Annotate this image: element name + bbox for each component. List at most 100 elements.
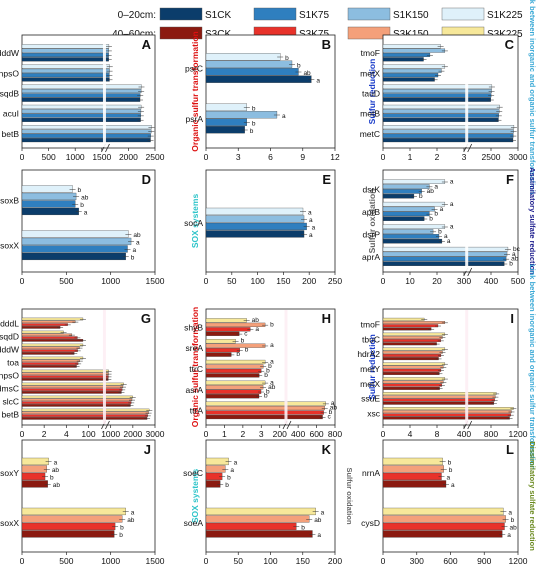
- x-tick-label: 20: [432, 276, 442, 286]
- category-label: sreA: [186, 343, 204, 353]
- bar: [21, 93, 141, 98]
- x-tick-label: 100: [263, 556, 277, 566]
- bar: [21, 356, 84, 360]
- significance-letter: b: [264, 372, 268, 379]
- bar: [382, 365, 444, 369]
- bar: [382, 251, 508, 257]
- panel-letter: I: [510, 311, 514, 326]
- bar: [382, 350, 443, 354]
- category-label: metY: [360, 364, 380, 374]
- panel-letter: H: [322, 311, 331, 326]
- bar: [382, 416, 510, 420]
- bar: [382, 457, 443, 466]
- significance-letter: a: [282, 113, 286, 120]
- panel-letter: B: [322, 37, 331, 52]
- x-tick-label: 0: [20, 152, 25, 162]
- bar: [21, 52, 109, 57]
- x-tick-label: 1: [222, 429, 227, 439]
- bar: [21, 385, 124, 389]
- bar: [21, 245, 128, 253]
- significance-letter: ab: [53, 482, 61, 489]
- significance-letter: a: [270, 342, 274, 349]
- x-tick-label: 200: [273, 429, 287, 439]
- bar: [382, 229, 434, 234]
- significance-letter: b: [50, 475, 54, 482]
- bar: [205, 394, 260, 399]
- bar: [382, 113, 499, 118]
- panel-letter: D: [142, 172, 151, 187]
- bar: [205, 405, 325, 411]
- bar: [382, 193, 415, 199]
- bar: [21, 89, 142, 94]
- axis-break-gap: [102, 310, 106, 424]
- x-tick-label: 8: [435, 429, 440, 439]
- significance-letter: ab: [303, 70, 311, 77]
- axis-break-gap: [465, 171, 469, 271]
- bar: [382, 407, 514, 410]
- bar: [21, 333, 73, 337]
- significance-letter: b: [252, 120, 256, 127]
- bar: [382, 362, 446, 366]
- bar: [382, 377, 446, 381]
- bar: [21, 133, 151, 138]
- category-label: nrnA: [362, 468, 380, 478]
- bar: [21, 336, 78, 339]
- bar: [205, 327, 251, 332]
- x-tick-label: 6: [268, 152, 273, 162]
- x-tick-label: 500: [42, 152, 56, 162]
- bar: [21, 388, 123, 391]
- bar: [21, 237, 132, 246]
- bar: [382, 515, 506, 523]
- significance-letter: ab: [511, 256, 519, 263]
- significance-letter: ab: [314, 517, 322, 524]
- x-tick-label: 1000: [101, 276, 120, 286]
- category-label: metX: [360, 379, 380, 389]
- bar: [382, 335, 443, 339]
- axis-break-gap: [284, 310, 288, 424]
- x-tick-label: 400: [291, 429, 305, 439]
- bar: [21, 207, 79, 216]
- category-label: hdrA2: [357, 349, 380, 359]
- category-label: betB: [2, 410, 20, 420]
- x-tick-label: 2500: [482, 152, 501, 162]
- category-label: asrA: [186, 385, 204, 395]
- bar: [205, 230, 305, 238]
- bar: [382, 216, 425, 221]
- bar: [21, 192, 77, 201]
- category-label: tauD: [362, 89, 380, 99]
- panel-right-title: Link between inorganic and organic sulfu…: [528, 0, 537, 195]
- panel-letter: G: [141, 311, 151, 326]
- bar: [205, 322, 266, 327]
- significance-letter: a: [270, 379, 274, 386]
- category-label: dddL: [0, 319, 19, 329]
- significance-letter: a: [451, 482, 455, 489]
- bar: [382, 238, 443, 244]
- legend-swatch: [441, 7, 485, 21]
- x-tick-label: 3000: [509, 152, 528, 162]
- significance-letter: a: [234, 460, 238, 467]
- significance-letter: a: [447, 238, 451, 245]
- significance-letter: c: [244, 330, 248, 337]
- significance-letter: b: [448, 460, 452, 467]
- bar: [382, 256, 507, 262]
- bar: [21, 375, 109, 378]
- x-tick-label: 400: [457, 429, 471, 439]
- panel-side-title: Sulfur reduction: [367, 334, 377, 400]
- category-label: dmsC: [0, 384, 19, 394]
- x-tick-label: 150: [276, 276, 290, 286]
- bar: [205, 385, 264, 390]
- bar: [21, 104, 142, 109]
- bar: [382, 77, 435, 82]
- bar: [205, 414, 323, 420]
- significance-letter: b: [131, 255, 135, 262]
- legend-item-label: S1K75: [299, 10, 329, 21]
- significance-letter: b: [429, 215, 433, 222]
- significance-letter: a: [447, 475, 451, 482]
- bar: [21, 480, 48, 488]
- bar: [205, 380, 266, 385]
- category-label: dddW: [0, 345, 19, 355]
- significance-letter: ab: [330, 405, 338, 412]
- significance-letter: a: [444, 233, 448, 240]
- bar: [205, 465, 226, 473]
- panel-side-title: SOX systems: [190, 194, 200, 249]
